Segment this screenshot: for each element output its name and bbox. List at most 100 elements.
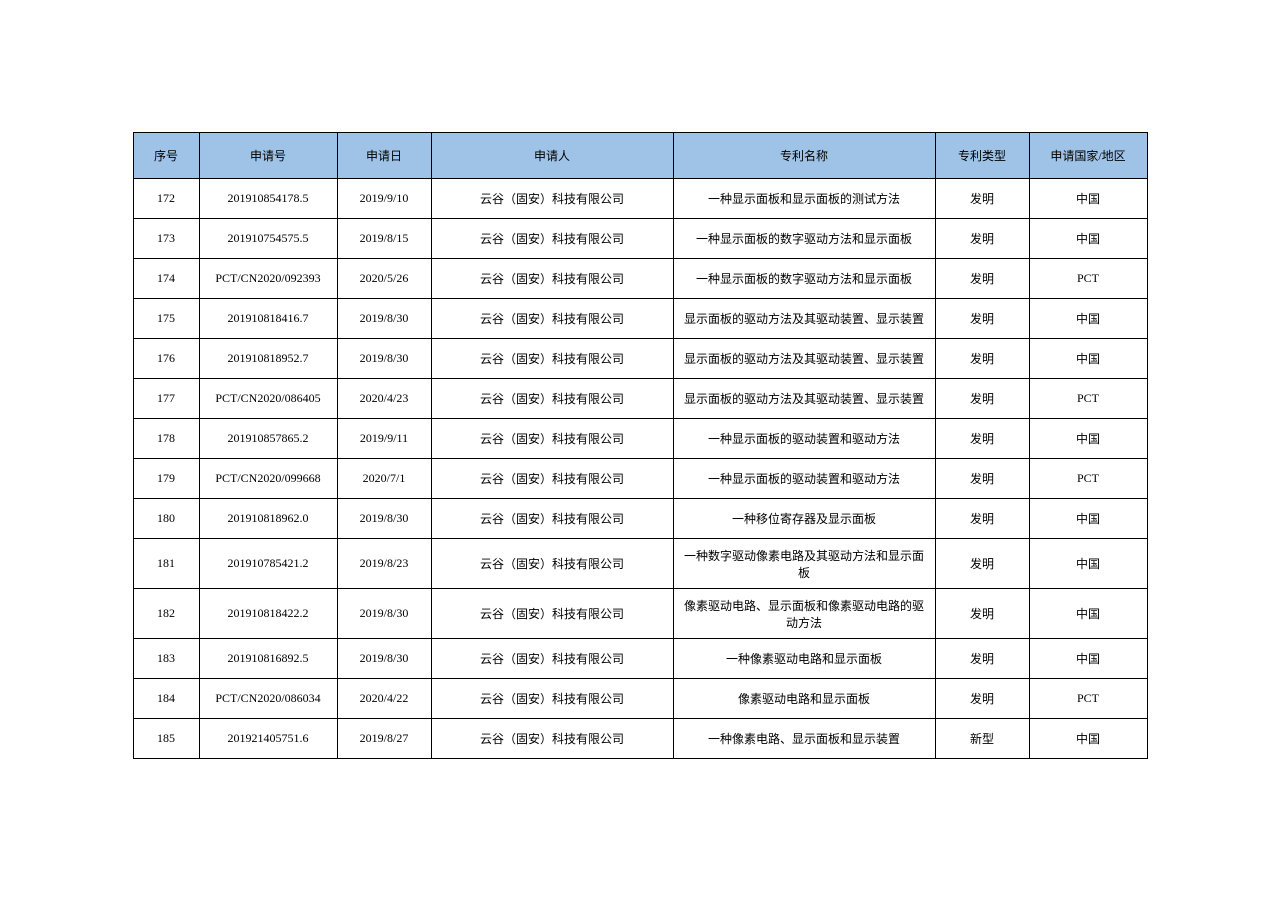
cell-title: 像素驱动电路和显示面板: [673, 679, 935, 719]
col-header-region: 申请国家/地区: [1029, 133, 1147, 179]
cell-seq: 174: [133, 259, 199, 299]
cell-app: 201910818416.7: [199, 299, 337, 339]
col-header-seq: 序号: [133, 133, 199, 179]
cell-app: PCT/CN2020/099668: [199, 459, 337, 499]
table-row: 184PCT/CN2020/0860342020/4/22云谷（固安）科技有限公…: [133, 679, 1147, 719]
cell-seq: 184: [133, 679, 199, 719]
cell-app: 201921405751.6: [199, 719, 337, 759]
cell-region: 中国: [1029, 219, 1147, 259]
cell-seq: 172: [133, 179, 199, 219]
cell-title: 像素驱动电路、显示面板和像素驱动电路的驱动方法: [673, 589, 935, 639]
cell-seq: 185: [133, 719, 199, 759]
cell-applicant: 云谷（固安）科技有限公司: [431, 719, 673, 759]
cell-title: 一种数字驱动像素电路及其驱动方法和显示面板: [673, 539, 935, 589]
cell-region: 中国: [1029, 639, 1147, 679]
cell-type: 发明: [935, 639, 1029, 679]
cell-date: 2019/8/30: [337, 339, 431, 379]
cell-date: 2019/9/11: [337, 419, 431, 459]
cell-type: 发明: [935, 179, 1029, 219]
cell-app: 201910854178.5: [199, 179, 337, 219]
cell-app: 201910785421.2: [199, 539, 337, 589]
cell-type: 发明: [935, 589, 1029, 639]
cell-type: 新型: [935, 719, 1029, 759]
cell-applicant: 云谷（固安）科技有限公司: [431, 299, 673, 339]
cell-applicant: 云谷（固安）科技有限公司: [431, 679, 673, 719]
cell-title: 一种像素电路、显示面板和显示装置: [673, 719, 935, 759]
cell-seq: 178: [133, 419, 199, 459]
cell-region: 中国: [1029, 299, 1147, 339]
cell-applicant: 云谷（固安）科技有限公司: [431, 219, 673, 259]
cell-title: 显示面板的驱动方法及其驱动装置、显示装置: [673, 299, 935, 339]
cell-type: 发明: [935, 379, 1029, 419]
cell-applicant: 云谷（固安）科技有限公司: [431, 179, 673, 219]
cell-applicant: 云谷（固安）科技有限公司: [431, 419, 673, 459]
table-row: 179PCT/CN2020/0996682020/7/1云谷（固安）科技有限公司…: [133, 459, 1147, 499]
cell-applicant: 云谷（固安）科技有限公司: [431, 379, 673, 419]
cell-seq: 180: [133, 499, 199, 539]
table-row: 176201910818952.72019/8/30云谷（固安）科技有限公司显示…: [133, 339, 1147, 379]
cell-title: 显示面板的驱动方法及其驱动装置、显示装置: [673, 379, 935, 419]
table-row: 182201910818422.22019/8/30云谷（固安）科技有限公司像素…: [133, 589, 1147, 639]
cell-region: 中国: [1029, 719, 1147, 759]
cell-applicant: 云谷（固安）科技有限公司: [431, 639, 673, 679]
cell-seq: 177: [133, 379, 199, 419]
cell-region: PCT: [1029, 259, 1147, 299]
cell-title: 一种显示面板的数字驱动方法和显示面板: [673, 219, 935, 259]
cell-title: 一种显示面板和显示面板的测试方法: [673, 179, 935, 219]
cell-type: 发明: [935, 219, 1029, 259]
cell-app: PCT/CN2020/086405: [199, 379, 337, 419]
table-row: 175201910818416.72019/8/30云谷（固安）科技有限公司显示…: [133, 299, 1147, 339]
cell-app: PCT/CN2020/092393: [199, 259, 337, 299]
cell-date: 2020/7/1: [337, 459, 431, 499]
cell-applicant: 云谷（固安）科技有限公司: [431, 339, 673, 379]
cell-region: PCT: [1029, 679, 1147, 719]
cell-date: 2019/8/30: [337, 299, 431, 339]
table-header: 序号 申请号 申请日 申请人 专利名称 专利类型 申请国家/地区: [133, 133, 1147, 179]
table-row: 172201910854178.52019/9/10云谷（固安）科技有限公司一种…: [133, 179, 1147, 219]
cell-type: 发明: [935, 679, 1029, 719]
table-row: 180201910818962.02019/8/30云谷（固安）科技有限公司一种…: [133, 499, 1147, 539]
cell-title: 一种像素驱动电路和显示面板: [673, 639, 935, 679]
cell-type: 发明: [935, 339, 1029, 379]
cell-region: 中国: [1029, 539, 1147, 589]
cell-region: 中国: [1029, 339, 1147, 379]
table-row: 181201910785421.22019/8/23云谷（固安）科技有限公司一种…: [133, 539, 1147, 589]
cell-date: 2019/9/10: [337, 179, 431, 219]
cell-seq: 183: [133, 639, 199, 679]
table-row: 183201910816892.52019/8/30云谷（固安）科技有限公司一种…: [133, 639, 1147, 679]
cell-applicant: 云谷（固安）科技有限公司: [431, 459, 673, 499]
cell-app: 201910818952.7: [199, 339, 337, 379]
col-header-applicant: 申请人: [431, 133, 673, 179]
cell-app: 201910816892.5: [199, 639, 337, 679]
col-header-title: 专利名称: [673, 133, 935, 179]
col-header-app: 申请号: [199, 133, 337, 179]
cell-applicant: 云谷（固安）科技有限公司: [431, 499, 673, 539]
cell-app: 201910818422.2: [199, 589, 337, 639]
cell-type: 发明: [935, 539, 1029, 589]
cell-date: 2020/5/26: [337, 259, 431, 299]
col-header-date: 申请日: [337, 133, 431, 179]
cell-type: 发明: [935, 499, 1029, 539]
cell-seq: 173: [133, 219, 199, 259]
cell-type: 发明: [935, 299, 1029, 339]
cell-applicant: 云谷（固安）科技有限公司: [431, 259, 673, 299]
cell-date: 2019/8/27: [337, 719, 431, 759]
cell-title: 一种显示面板的驱动装置和驱动方法: [673, 459, 935, 499]
cell-title: 一种显示面板的数字驱动方法和显示面板: [673, 259, 935, 299]
col-header-type: 专利类型: [935, 133, 1029, 179]
cell-date: 2019/8/30: [337, 499, 431, 539]
cell-app: 201910754575.5: [199, 219, 337, 259]
cell-app: 201910818962.0: [199, 499, 337, 539]
table-row: 178201910857865.22019/9/11云谷（固安）科技有限公司一种…: [133, 419, 1147, 459]
cell-type: 发明: [935, 459, 1029, 499]
cell-region: 中国: [1029, 419, 1147, 459]
cell-title: 显示面板的驱动方法及其驱动装置、显示装置: [673, 339, 935, 379]
cell-title: 一种显示面板的驱动装置和驱动方法: [673, 419, 935, 459]
cell-region: 中国: [1029, 499, 1147, 539]
cell-applicant: 云谷（固安）科技有限公司: [431, 539, 673, 589]
table-row: 177PCT/CN2020/0864052020/4/23云谷（固安）科技有限公…: [133, 379, 1147, 419]
cell-region: PCT: [1029, 379, 1147, 419]
cell-seq: 179: [133, 459, 199, 499]
cell-seq: 182: [133, 589, 199, 639]
cell-applicant: 云谷（固安）科技有限公司: [431, 589, 673, 639]
